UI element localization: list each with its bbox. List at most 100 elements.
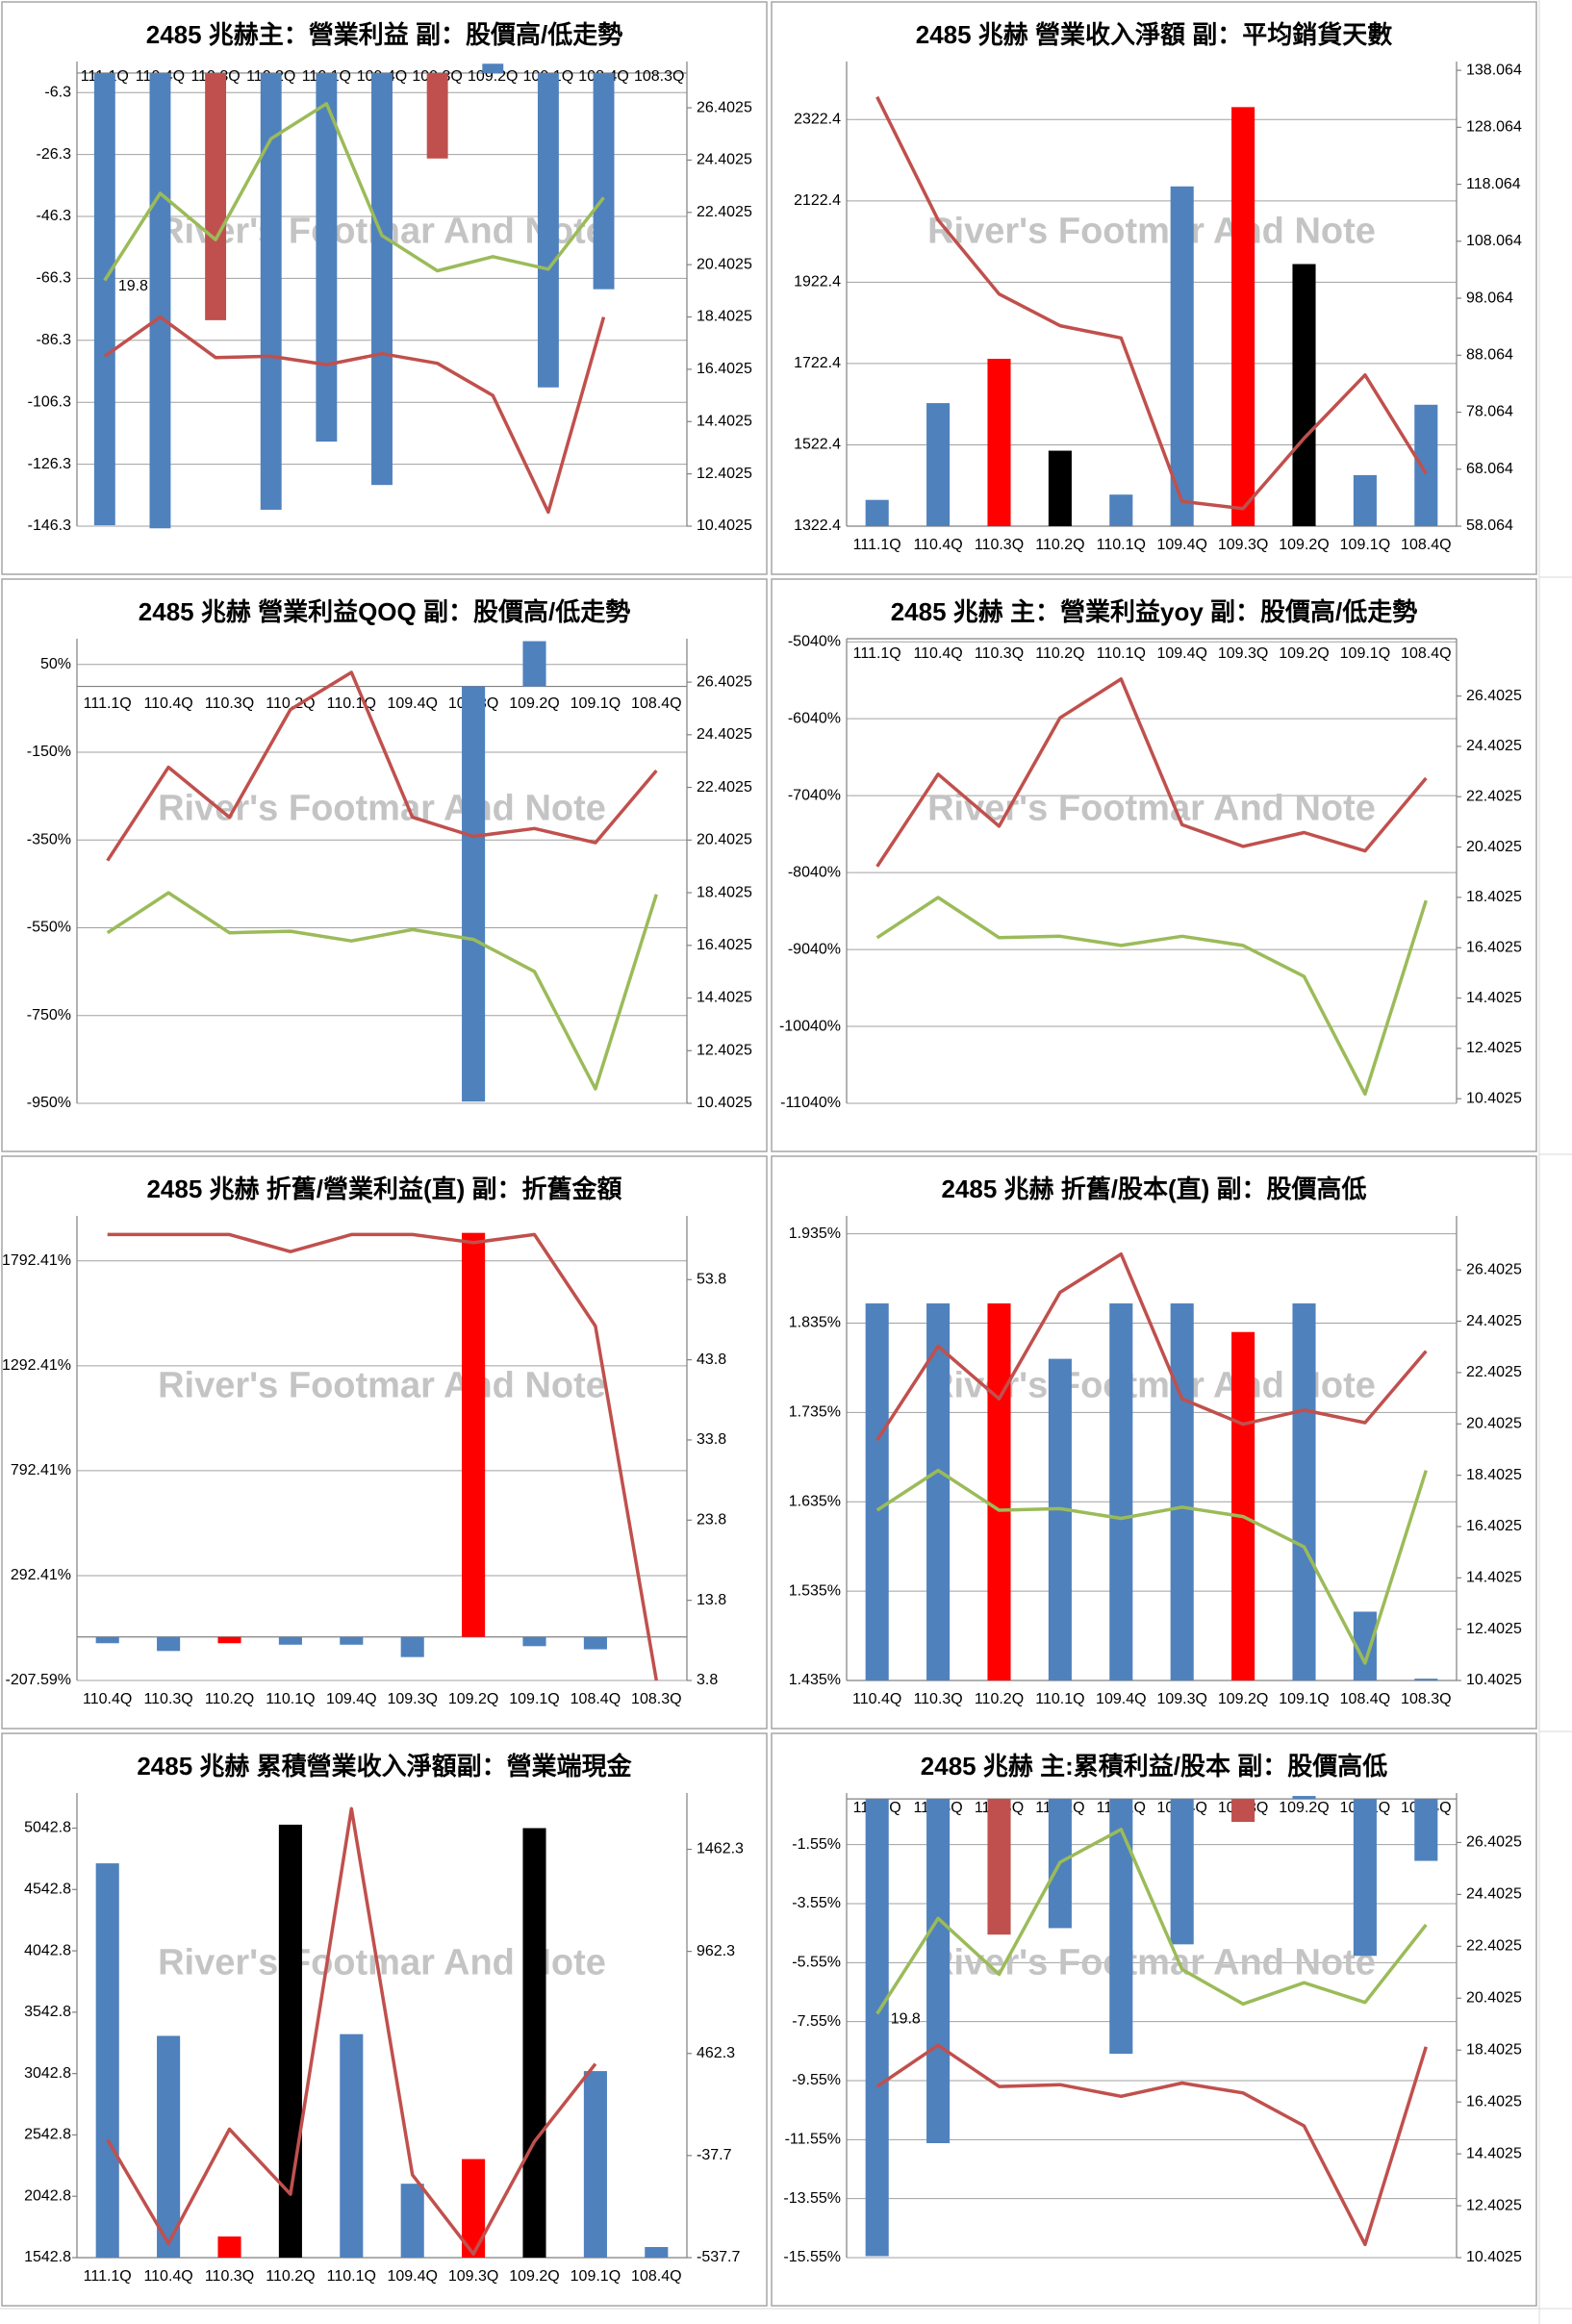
panel-frame [771, 1732, 1537, 2307]
y-tick-label: 3042.8 [24, 2065, 71, 2082]
bar [865, 1799, 889, 2257]
y-tick-label: -7040% [788, 787, 841, 803]
bar [157, 1636, 181, 1652]
bar [95, 1863, 119, 2258]
chart-title: 2485 兆赫 營業收入淨額 副：平均銷貨天數 [916, 20, 1393, 49]
bar [865, 499, 889, 526]
x-tick-label: 110.1Q [327, 2268, 376, 2285]
bar [217, 2236, 241, 2258]
y2-tick-label: 88.064 [1466, 347, 1513, 364]
x-tick-label: 110.4Q [913, 537, 962, 553]
x-tick-label: 109.3Q [1218, 537, 1268, 553]
x-tick-label: 111.1Q [853, 645, 901, 662]
x-tick-label: 110.3Q [143, 1691, 192, 1707]
y-tick-label: -66.3 [37, 270, 72, 287]
chart-panel: 2485 兆赫 累積營業收入淨額副：營業端現金 1542.8 2042.8 2542.… [1, 1732, 768, 2307]
x-tick-label: 108.3Q [631, 1691, 681, 1707]
data-label: 19.8 [891, 2011, 921, 2028]
y2-tick-label: 18.4025 [1466, 2041, 1522, 2058]
x-tick-label: 109.3Q [1218, 645, 1268, 662]
bar [926, 1303, 951, 1680]
y2-tick-label: 118.064 [1466, 176, 1521, 192]
y2-tick-label: 68.064 [1466, 461, 1513, 477]
watermark: River's Footmar And Note [158, 1366, 606, 1406]
bar [340, 2034, 364, 2258]
y-tick-label: -5.55% [792, 1955, 841, 1971]
bar [426, 72, 448, 159]
y-tick-label: -10040% [779, 1018, 841, 1034]
y-tick-label: 2542.8 [24, 2127, 71, 2143]
x-tick-label: 109.4Q [387, 2268, 437, 2285]
y-tick-label: 292.41% [11, 1567, 71, 1583]
chart-title: 2485 兆赫 折舊/股本(直) 副：股價高低 [941, 1175, 1366, 1203]
x-tick-label: 109.2Q [1218, 1691, 1268, 1707]
y2-tick-label: 24.4025 [697, 152, 752, 168]
y2-tick-label: 13.8 [697, 1592, 726, 1608]
x-tick-label: 110.3Q [913, 1691, 962, 1707]
y2-tick-label: 18.4025 [1466, 889, 1522, 905]
bar [93, 72, 115, 526]
y-tick-label: -9040% [788, 941, 841, 957]
line-series [103, 102, 605, 282]
y2-tick-label: 16.4025 [697, 361, 752, 377]
x-tick-label: 110.2Q [266, 2268, 315, 2285]
chart-panel: 2485 兆赫 營業利益QOQ 副：股價高/低走勢 50% -150% -350% -5… [1, 578, 768, 1152]
bar [522, 641, 546, 687]
bar [95, 1636, 119, 1644]
y-tick-label: 4542.8 [24, 1882, 71, 1898]
y2-tick-label: 16.4025 [697, 937, 752, 953]
line-series [875, 1251, 1428, 1442]
x-tick-label: 110.1Q [1035, 1691, 1084, 1707]
bar [462, 1232, 486, 1637]
chart-panel: 2485 兆赫 主：營業利益yoy 副：股價高/低走勢 -5040% -6040% -… [771, 578, 1537, 1152]
x-tick-label: 108.4Q [1401, 537, 1451, 553]
y2-tick-label: 10.4025 [697, 1095, 752, 1111]
y-tick-label: 4042.8 [24, 1942, 71, 1958]
x-tick-label: 109.3Q [1156, 1691, 1206, 1707]
y2-tick-label: 14.4025 [697, 990, 752, 1006]
y2-tick-label: 26.4025 [697, 99, 752, 115]
x-tick-label: 109.1Q [1340, 645, 1390, 662]
y2-tick-label: 138.064 [1466, 62, 1522, 78]
bar [1414, 1679, 1438, 1680]
y2-tick-label: 24.4025 [1466, 1313, 1522, 1329]
chart-panel: 2485 兆赫 折舊/股本(直) 副：股價高低 1.935% 1.835% 1.735… [771, 1155, 1537, 1730]
y-tick-label: 1.535% [789, 1582, 841, 1599]
y-tick-label: 2322.4 [794, 111, 841, 127]
x-tick-label: 109.4Q [1156, 645, 1206, 662]
line-series [875, 896, 1428, 1097]
y-tick-label: 1792.41% [2, 1252, 71, 1269]
chart-title: 2485 兆赫 主：營業利益yoy 副：股價高/低走勢 [891, 597, 1418, 626]
panel-frame [1, 578, 768, 1152]
chart-title: 2485 兆赫 主:累積利益/股本 副：股價高低 [921, 1752, 1387, 1781]
x-tick-label: 109.2Q [448, 1691, 498, 1707]
x-tick-label: 109.3Q [387, 1691, 437, 1707]
y2-tick-label: 22.4025 [697, 779, 752, 796]
y2-tick-label: 98.064 [1466, 290, 1513, 306]
y2-tick-label: 20.4025 [697, 256, 752, 272]
x-tick-label: 109.1Q [509, 1691, 559, 1707]
bar [1231, 1331, 1255, 1680]
y-tick-label: -3.55% [792, 1895, 841, 1911]
chart-panel: 2485 兆赫主：營業利益 副：股價高/低走勢 -6.3 -26.3 -46.3 -66… [1, 1, 768, 575]
y-tick-label: 2122.4 [794, 192, 841, 209]
y-tick-label: -150% [27, 744, 71, 760]
y-tick-label: 5042.8 [24, 1820, 71, 1836]
chart-panel: 2485 兆赫 折舊/營業利益(直) 副：折舊金額 1792.41% 1292.41… [1, 1155, 768, 1730]
y-tick-label: 2042.8 [24, 2187, 71, 2204]
x-tick-label: 110.2Q [205, 1691, 254, 1707]
x-tick-label: 110.1Q [266, 1691, 315, 1707]
bar [1109, 1303, 1133, 1680]
panel-frame [771, 578, 1537, 1152]
bar [537, 72, 559, 388]
y2-tick-label: 20.4025 [1466, 839, 1522, 855]
y-tick-label: -106.3 [28, 393, 71, 410]
y-tick-label: -11040% [780, 1095, 841, 1111]
bar [1231, 1799, 1255, 1823]
y2-tick-label: 14.4025 [1466, 1570, 1522, 1586]
y-tick-label: -9.55% [792, 2072, 841, 2088]
y-tick-label: 1522.4 [794, 437, 841, 453]
y2-tick-label: 16.4025 [1466, 939, 1522, 955]
y2-tick-label: -537.7 [697, 2249, 740, 2265]
